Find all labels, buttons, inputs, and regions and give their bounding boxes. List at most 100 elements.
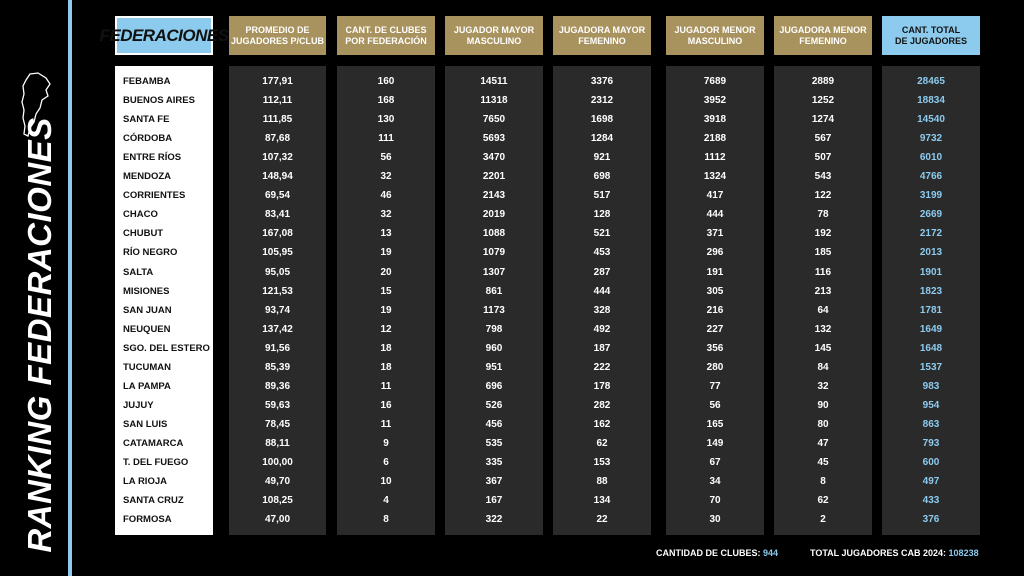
cell-mayor-masc: 14511: [480, 76, 508, 87]
footer-clubes-value: 944: [763, 548, 779, 558]
cell-promedio: 88,11: [265, 437, 290, 449]
side-accent-line: [68, 0, 72, 576]
cell-total: 954: [922, 399, 940, 411]
cell-menor-fem: 84: [817, 361, 829, 373]
cell-mayor-masc: 951: [485, 361, 503, 373]
cell-clubes: 18: [380, 342, 392, 354]
cell-mayor-masc: 1079: [482, 247, 506, 259]
cell-mayor-fem: 287: [593, 266, 611, 278]
cell-menor-fem: 90: [817, 399, 829, 411]
cell-menor-fem: 507: [814, 152, 832, 164]
header-menor-masc-line1: JUGADOR MENOR: [674, 24, 756, 35]
cell-total: 863: [922, 418, 940, 430]
federacion-name: SAN JUAN: [123, 304, 172, 316]
cell-menor-masc: 34: [709, 476, 721, 488]
cell-mayor-fem: 517: [593, 190, 611, 202]
cell-mayor-masc: 960: [485, 342, 503, 354]
cell-mayor-fem: 2312: [590, 95, 614, 107]
cell-mayor-masc: 2143: [482, 190, 506, 202]
cell-total: 2669: [919, 209, 943, 221]
cell-menor-masc: 444: [706, 209, 724, 221]
cell-mayor-masc: 696: [485, 380, 503, 392]
federacion-name: LA PAMPA: [123, 380, 171, 392]
cell-mayor-masc: 456: [485, 418, 503, 430]
cell-mayor-fem: 3376: [590, 76, 614, 87]
cell-mayor-fem: 178: [593, 380, 611, 392]
federacion-name: T. DEL FUEGO: [123, 457, 189, 468]
cell-mayor-fem: 698: [593, 171, 611, 183]
cell-mayor-fem: 492: [593, 323, 611, 335]
cell-total: 1823: [919, 285, 943, 297]
cell-mayor-masc: 1088: [482, 228, 506, 240]
federacion-name: SANTA CRUZ: [123, 495, 184, 507]
cell-menor-fem: 116: [814, 266, 832, 278]
cell-clubes: 19: [380, 247, 392, 259]
cell-promedio: 100,00: [262, 457, 293, 468]
cell-promedio: 167,08: [262, 228, 293, 240]
cell-menor-masc: 371: [706, 228, 724, 240]
cell-menor-fem: 78: [817, 209, 829, 221]
column-promedio: 177,91 112,11 111,85 87,68 107,32 148,94 69,54…: [229, 66, 326, 535]
cell-menor-fem: 2889: [811, 76, 835, 87]
cell-menor-masc: 1324: [703, 171, 727, 183]
header-federaciones: FEDERACIONES: [99, 16, 229, 55]
cell-menor-fem: 2: [820, 514, 826, 526]
cell-menor-masc: 280: [706, 361, 724, 373]
column-menor-fem: 2889 1252 1274 567 507 543 122 78 192 185 116 213 64…: [774, 66, 872, 535]
header-menor-fem-line1: JUGADORA MENOR: [779, 24, 867, 35]
cell-promedio: 59,63: [264, 399, 291, 411]
header-mayor-masc: JUGADOR MAYOR MASCULINO: [445, 16, 543, 55]
cell-mayor-fem: 1284: [590, 133, 614, 145]
cell-promedio: 137,42: [262, 323, 293, 335]
cell-promedio: 95,05: [264, 266, 291, 278]
header-clubes-line1: CANT. DE CLUBES: [345, 24, 427, 35]
cell-clubes: 160: [377, 76, 395, 87]
cell-clubes: 16: [380, 399, 392, 411]
cell-clubes: 9: [383, 437, 389, 449]
cell-promedio: 91,56: [264, 342, 291, 354]
cell-menor-masc: 70: [709, 495, 721, 507]
cell-promedio: 47,00: [264, 514, 291, 526]
cell-total: 9732: [919, 133, 943, 145]
cell-total: 2172: [919, 228, 943, 240]
cell-menor-masc: 3918: [703, 114, 727, 126]
cell-menor-fem: 64: [817, 304, 829, 316]
federacion-name: NEUQUEN: [123, 323, 171, 335]
cell-menor-fem: 8: [820, 476, 826, 488]
cell-menor-masc: 1112: [704, 152, 726, 164]
cell-menor-fem: 45: [817, 457, 829, 468]
column-federaciones: FEBAMBA BUENOS AIRES SANTA FE CÓRDOBA ENTRE …: [115, 66, 213, 535]
cell-mayor-fem: 128: [593, 209, 611, 221]
cell-total: 497: [922, 476, 940, 488]
cell-clubes: 19: [380, 304, 392, 316]
cell-menor-masc: 305: [706, 285, 724, 297]
header-menor-masc: JUGADOR MENOR MASCULINO: [666, 16, 764, 55]
cell-clubes: 32: [380, 171, 392, 183]
cell-promedio: 93,74: [264, 304, 291, 316]
cell-promedio: 108,25: [262, 495, 293, 507]
column-clubes: 160 168 130 111 56 32 46 32 13 19 20 15 19 12 18 18 11 16…: [337, 66, 435, 535]
cell-promedio: 49,70: [264, 476, 291, 488]
federacion-name: TUCUMAN: [123, 361, 172, 373]
cell-mayor-masc: 526: [485, 399, 503, 411]
cell-menor-fem: 567: [814, 133, 832, 145]
cell-mayor-fem: 521: [593, 228, 611, 240]
cell-promedio: 69,54: [264, 190, 291, 202]
column-mayor-masc: 14511 11318 7650 5693 3470 2201 2143 2019 1088 10…: [445, 66, 543, 535]
argentina-map-icon: [21, 72, 51, 137]
cell-mayor-fem: 153: [593, 457, 611, 468]
federacion-name: SANTA FE: [123, 114, 170, 126]
cell-menor-fem: 185: [814, 247, 832, 259]
cell-promedio: 148,94: [262, 171, 293, 183]
federacion-name: FEBAMBA: [123, 76, 171, 87]
cell-total: 3199: [919, 190, 943, 202]
cell-total: 600: [922, 457, 940, 468]
cell-mayor-masc: 1307: [482, 266, 506, 278]
cell-promedio: 85,39: [264, 361, 291, 373]
cell-menor-fem: 1252: [811, 95, 835, 107]
column-menor-masc: 7689 3952 3918 2188 1112 1324 417 444 371 296 191 3…: [666, 66, 764, 535]
cell-mayor-fem: 1698: [590, 114, 614, 126]
cell-mayor-masc: 167: [485, 495, 503, 507]
cell-mayor-masc: 1173: [483, 304, 505, 316]
cell-clubes: 32: [380, 209, 392, 221]
